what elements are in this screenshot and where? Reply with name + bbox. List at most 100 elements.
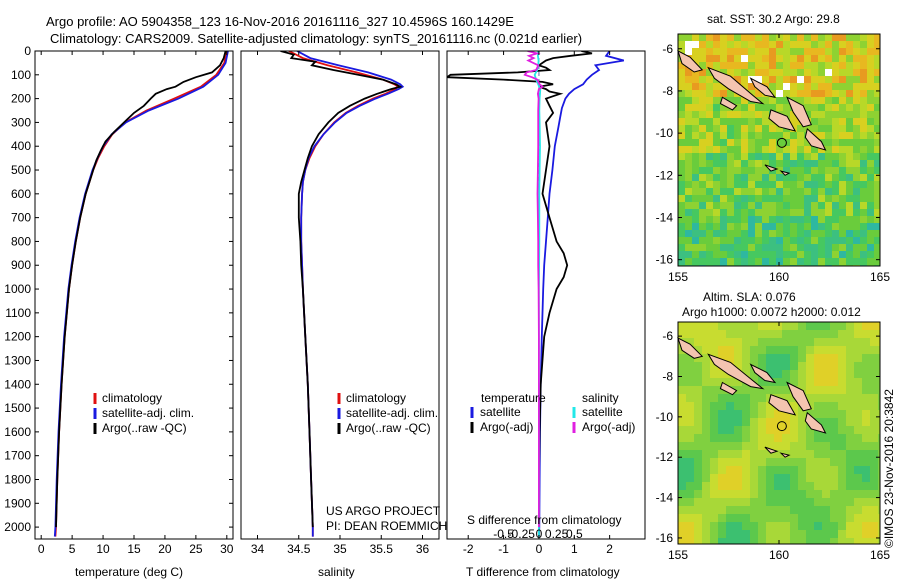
map-cell: [818, 230, 826, 238]
map-cell: [762, 244, 770, 252]
map-cell: [814, 434, 823, 443]
map-cell: [734, 434, 743, 443]
map-cell: [832, 181, 840, 189]
y-tick-label: 300: [11, 115, 31, 129]
map-cell: [846, 490, 855, 499]
map-cell: [692, 83, 700, 91]
map-cell: [726, 490, 735, 499]
map-cell: [874, 181, 881, 189]
map-cell: [720, 167, 728, 175]
map-cell: [748, 83, 756, 91]
map-cell: [742, 354, 751, 363]
map-cell: [790, 118, 798, 126]
map-cell: [702, 322, 711, 331]
map-cell: [783, 76, 791, 84]
map-cell: [699, 167, 707, 175]
map-cell: [867, 118, 875, 126]
map-cell: [685, 90, 693, 98]
map-cell: [702, 370, 711, 379]
map-cell: [874, 216, 881, 224]
map-cell: [830, 474, 839, 483]
map-cell: [853, 167, 861, 175]
map-cell: [678, 258, 686, 266]
map-cell: [742, 402, 751, 411]
map-cell: [782, 434, 791, 443]
map-cell: [741, 153, 749, 161]
map-cell: [782, 458, 791, 467]
map-cell: [678, 458, 687, 467]
map-cell: [713, 34, 721, 42]
map-cell: [766, 322, 775, 331]
map-cell: [678, 498, 687, 507]
map-cell: [870, 410, 879, 419]
map-cell: [692, 48, 700, 56]
map-cell: [867, 76, 875, 84]
map-cell: [853, 244, 861, 252]
x-tick-label: 30: [220, 542, 234, 556]
sdiff-xlabel: S difference from climatology: [467, 513, 622, 527]
map-cell: [710, 362, 719, 371]
map-cell: [699, 62, 707, 70]
y-tick-label: -8: [662, 84, 673, 98]
map-cell: [727, 97, 735, 105]
y-tick-label: 1900: [4, 496, 31, 510]
map-cell: [694, 370, 703, 379]
map-cell: [839, 195, 847, 203]
map-cell: [699, 146, 707, 154]
map-cell: [726, 418, 735, 427]
map-cell: [748, 258, 756, 266]
x-tick-label: 10: [96, 542, 110, 556]
map-cell: [741, 41, 749, 49]
map-cell: [790, 466, 799, 475]
map-cell: [825, 97, 833, 105]
map-cell: [713, 188, 721, 196]
map-cell: [750, 410, 759, 419]
map-cell: [713, 174, 721, 182]
map-cell: [718, 418, 727, 427]
map-cell: [702, 394, 711, 403]
map-cell: [797, 216, 805, 224]
map-cell: [846, 41, 854, 49]
map-cell: [811, 230, 819, 238]
map-cell: [762, 216, 770, 224]
map-cell: [797, 174, 805, 182]
map-cell: [878, 506, 881, 515]
map-cell: [832, 202, 840, 210]
map-cell: [782, 482, 791, 491]
map-cell: [694, 402, 703, 411]
map-cell: [814, 338, 823, 347]
map-cell: [874, 34, 881, 42]
map-cell: [720, 251, 728, 259]
map-cell: [806, 514, 815, 523]
map-cell: [766, 442, 775, 451]
map-cell: [783, 244, 791, 252]
map-cell: [804, 188, 812, 196]
map-cell: [832, 132, 840, 140]
map-cell: [750, 386, 759, 395]
map-cell: [798, 514, 807, 523]
map-cell: [854, 434, 863, 443]
map-cell: [702, 450, 711, 459]
map-cell: [790, 458, 799, 467]
map-cell: [766, 330, 775, 339]
legend-label: satellite-adj. clim.: [346, 406, 438, 420]
map-cell: [720, 139, 728, 147]
map-cell: [839, 76, 847, 84]
map-cell: [782, 354, 791, 363]
map-cell: [742, 522, 751, 531]
map-cell: [867, 55, 875, 63]
map-cell: [686, 490, 695, 499]
map-cell: [702, 538, 711, 545]
map-cell: [748, 139, 756, 147]
map-cell: [686, 394, 695, 403]
map-cell: [838, 346, 847, 355]
map-cell: [706, 188, 714, 196]
map-cell: [790, 230, 798, 238]
map-cell: [686, 482, 695, 491]
map-cell: [685, 139, 693, 147]
map-cell: [804, 223, 812, 231]
map-cell: [774, 474, 783, 483]
map-island: [804, 127, 827, 151]
map-cell: [814, 506, 823, 515]
map-cell: [854, 482, 863, 491]
